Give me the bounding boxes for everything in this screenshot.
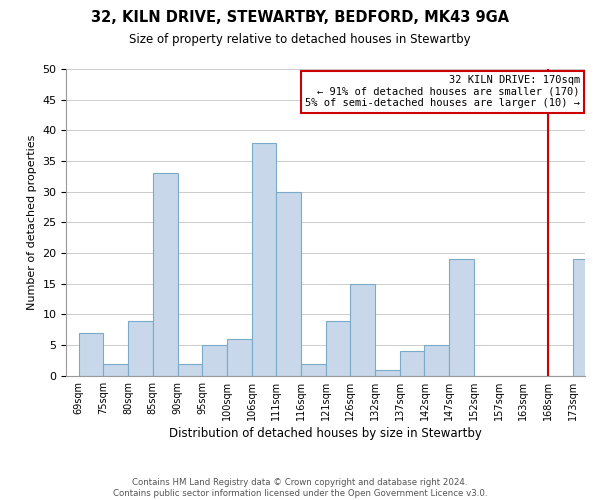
Text: 32 KILN DRIVE: 170sqm
← 91% of detached houses are smaller (170)
5% of semi-deta: 32 KILN DRIVE: 170sqm ← 91% of detached … (305, 75, 580, 108)
Text: 32, KILN DRIVE, STEWARTBY, BEDFORD, MK43 9GA: 32, KILN DRIVE, STEWARTBY, BEDFORD, MK43… (91, 10, 509, 25)
Text: Contains HM Land Registry data © Crown copyright and database right 2024.
Contai: Contains HM Land Registry data © Crown c… (113, 478, 487, 498)
Bar (277, 192, 301, 376)
Bar (79, 333, 103, 376)
Bar (400, 352, 424, 376)
Bar (227, 339, 251, 376)
Y-axis label: Number of detached properties: Number of detached properties (27, 134, 37, 310)
Bar (103, 364, 128, 376)
Text: Size of property relative to detached houses in Stewartby: Size of property relative to detached ho… (129, 32, 471, 46)
Bar (424, 345, 449, 376)
Bar (572, 259, 598, 376)
Bar (178, 364, 202, 376)
Bar (153, 174, 178, 376)
Bar (301, 364, 326, 376)
Bar (449, 259, 474, 376)
Bar (326, 320, 350, 376)
Bar (350, 284, 375, 376)
Bar (202, 345, 227, 376)
Bar (375, 370, 400, 376)
Bar (251, 142, 277, 376)
X-axis label: Distribution of detached houses by size in Stewartby: Distribution of detached houses by size … (169, 427, 482, 440)
Bar (128, 320, 153, 376)
